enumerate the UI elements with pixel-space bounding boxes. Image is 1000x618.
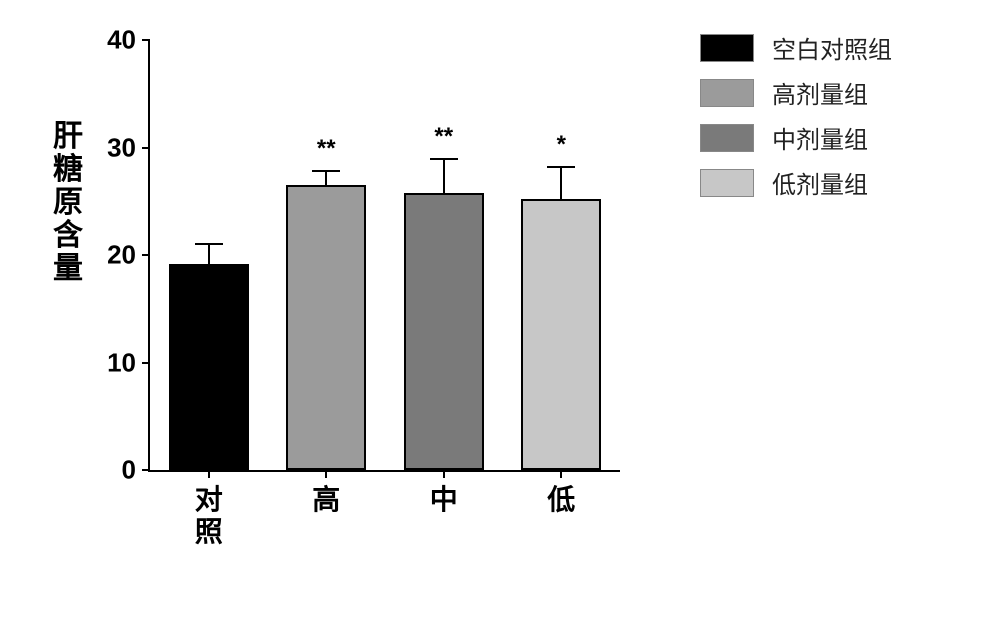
significance-mark: **: [317, 135, 336, 163]
error-cap: [547, 166, 575, 168]
error-bar: [208, 244, 210, 266]
x-tick-mark: [208, 470, 210, 478]
bar-chart: 肝糖原含量 ***** 010203040对照高中低 空白对照组高剂量组中剂量组…: [40, 30, 960, 590]
legend-item: 低剂量组: [700, 165, 892, 200]
x-tick-mark: [443, 470, 445, 478]
legend-swatch: [700, 34, 754, 62]
x-tick-label: 高: [312, 484, 340, 516]
x-tick-mark: [560, 470, 562, 478]
x-axis-line: [148, 470, 620, 472]
legend-swatch: [700, 169, 754, 197]
legend-item: 空白对照组: [700, 30, 892, 65]
legend-label: 高剂量组: [772, 75, 868, 110]
significance-mark: *: [557, 131, 566, 159]
x-tick-mark: [325, 470, 327, 478]
y-tick-mark: [142, 147, 150, 149]
error-bar: [560, 167, 562, 201]
x-tick-label: 低: [547, 484, 575, 516]
legend: 空白对照组高剂量组中剂量组低剂量组: [700, 30, 892, 210]
bars-container: *****: [150, 40, 620, 470]
legend-label: 低剂量组: [772, 165, 868, 200]
error-cap: [430, 158, 458, 160]
error-cap: [312, 170, 340, 172]
bar: [286, 185, 366, 470]
legend-item: 中剂量组: [700, 120, 892, 155]
y-tick-mark: [142, 254, 150, 256]
bar: [404, 193, 484, 470]
legend-label: 空白对照组: [772, 30, 892, 65]
x-tick-label: 中: [430, 484, 458, 516]
bar: [521, 199, 601, 470]
y-tick-mark: [142, 39, 150, 41]
x-tick-label: 对照: [195, 484, 223, 548]
y-tick-mark: [142, 362, 150, 364]
y-tick-mark: [142, 469, 150, 471]
plot-area: ***** 010203040对照高中低: [150, 40, 620, 470]
y-axis-label: 肝糖原含量: [40, 120, 96, 285]
legend-swatch: [700, 124, 754, 152]
error-cap: [195, 243, 223, 245]
legend-item: 高剂量组: [700, 75, 892, 110]
legend-swatch: [700, 79, 754, 107]
error-bar: [443, 159, 445, 194]
bar: [169, 264, 249, 470]
error-bar: [325, 171, 327, 187]
legend-label: 中剂量组: [772, 120, 868, 155]
significance-mark: **: [434, 123, 453, 151]
